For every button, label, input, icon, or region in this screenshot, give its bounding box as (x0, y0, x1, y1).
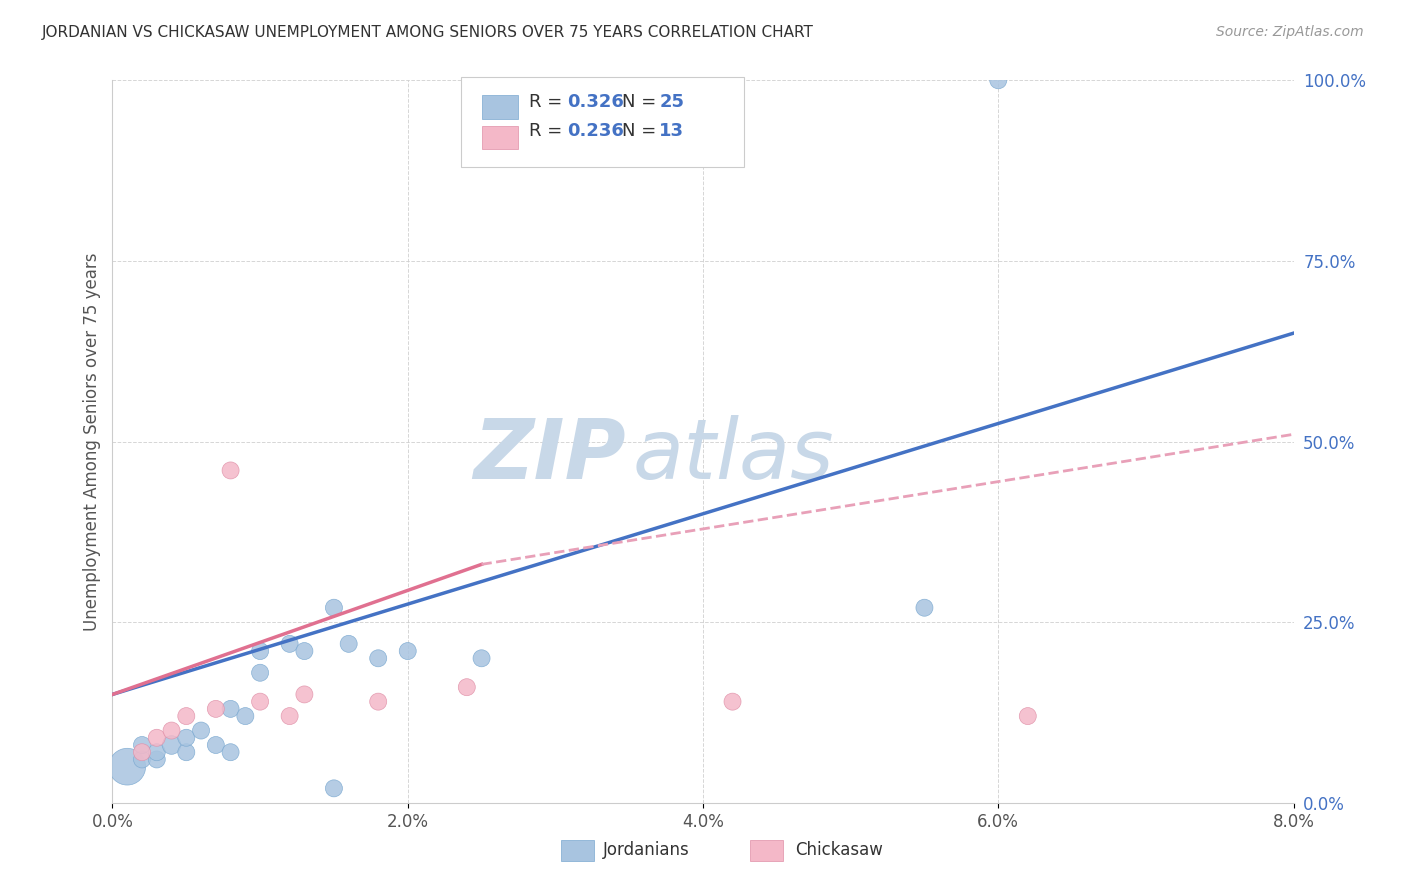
Point (131, 752, 153, 766)
Point (233, 709, 256, 723)
Point (146, 745, 169, 759)
Text: atlas: atlas (633, 416, 834, 497)
Point (292, 687, 315, 701)
Point (219, 702, 242, 716)
Point (131, 745, 153, 759)
Text: Source: ZipAtlas.com: Source: ZipAtlas.com (1216, 25, 1364, 39)
FancyBboxPatch shape (461, 77, 744, 167)
Point (249, 695, 271, 709)
Text: N =: N = (621, 93, 661, 111)
Point (160, 723, 183, 738)
Point (174, 731, 197, 745)
Text: R =: R = (530, 93, 568, 111)
Point (396, 644, 419, 658)
Text: ZIP: ZIP (474, 416, 626, 497)
FancyBboxPatch shape (482, 126, 517, 149)
Text: Jordanians: Jordanians (603, 841, 689, 859)
Point (471, 651, 494, 665)
Text: Chickasaw: Chickasaw (796, 841, 883, 859)
Point (146, 752, 169, 766)
Point (337, 637, 360, 651)
Point (219, 745, 242, 759)
Point (174, 709, 197, 723)
Point (456, 680, 478, 694)
Point (278, 637, 301, 651)
Point (323, 781, 346, 796)
Text: JORDANIAN VS CHICKASAW UNEMPLOYMENT AMONG SENIORS OVER 75 YEARS CORRELATION CHAR: JORDANIAN VS CHICKASAW UNEMPLOYMENT AMON… (42, 25, 814, 40)
Point (205, 738, 228, 752)
Point (146, 731, 169, 745)
Point (160, 738, 183, 752)
Point (117, 760, 138, 774)
Y-axis label: Unemployment Among Seniors over 75 years: Unemployment Among Seniors over 75 years (83, 252, 101, 631)
Point (205, 702, 228, 716)
Point (914, 600, 936, 615)
Point (1017, 709, 1039, 723)
Point (323, 600, 346, 615)
Point (131, 738, 153, 752)
Point (249, 644, 271, 658)
Text: 0.236: 0.236 (567, 122, 624, 140)
Point (278, 709, 301, 723)
Point (249, 665, 271, 680)
Point (721, 695, 744, 709)
Text: R =: R = (530, 122, 568, 140)
Text: N =: N = (621, 122, 661, 140)
Point (367, 651, 389, 665)
Text: 25: 25 (659, 93, 685, 111)
FancyBboxPatch shape (482, 95, 517, 119)
Point (292, 644, 315, 658)
Point (219, 463, 242, 477)
Text: 13: 13 (659, 122, 685, 140)
Point (190, 723, 212, 738)
Point (987, 73, 1010, 87)
FancyBboxPatch shape (561, 840, 595, 861)
Point (174, 745, 197, 759)
Text: 0.326: 0.326 (567, 93, 624, 111)
Point (367, 695, 389, 709)
FancyBboxPatch shape (751, 840, 783, 861)
